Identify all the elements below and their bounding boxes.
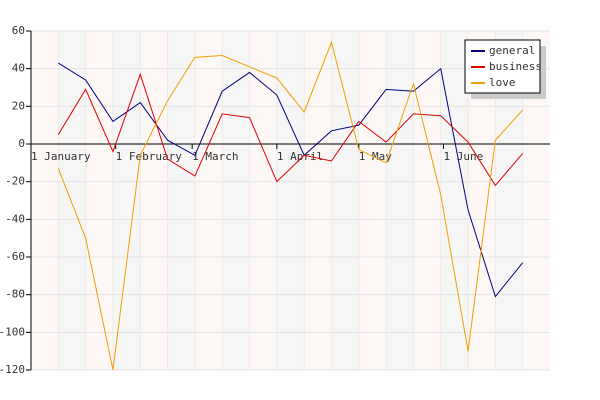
background-stripe	[194, 31, 223, 370]
background-stripe	[167, 31, 195, 370]
background-stripe	[31, 31, 59, 370]
series-line	[58, 62, 524, 298]
series-line	[57, 40, 524, 371]
background-stripe	[85, 31, 113, 370]
background-stripe	[112, 31, 141, 370]
background-stripe	[331, 31, 359, 370]
y-tick-label: -60	[5, 250, 25, 263]
background-stripe	[413, 31, 441, 370]
background-stripe	[440, 31, 469, 370]
x-tick-label: 1 March	[192, 150, 238, 163]
y-tick-label: -80	[5, 288, 25, 301]
background-stripe	[58, 31, 86, 370]
y-tick-label: -40	[5, 212, 25, 225]
y-tick-label: 40	[12, 62, 25, 75]
background-stripe	[222, 31, 250, 370]
x-tick-label: 1 June	[443, 150, 483, 163]
background-stripe	[304, 31, 332, 370]
y-tick-label: -20	[5, 175, 25, 188]
legend-label: love	[489, 76, 516, 89]
background-stripe	[358, 31, 387, 370]
x-tick-label: 1 January	[31, 150, 91, 163]
legend: general business love	[464, 39, 546, 99]
background-stripe	[249, 31, 277, 370]
y-tick-label: -120	[0, 363, 25, 376]
background-stripe	[276, 31, 305, 370]
legend-label: general	[489, 44, 535, 57]
y-tick-label: 0	[18, 137, 25, 150]
background-stripe	[386, 31, 414, 370]
legend-label: business	[489, 60, 542, 73]
y-tick-label: -100	[0, 325, 25, 338]
series-line	[57, 72, 524, 187]
y-tick-label: 60	[12, 24, 25, 37]
x-tick-label: 1 February	[116, 150, 183, 163]
y-tick-label: 20	[12, 99, 25, 112]
x-tick-label: 1 April	[277, 150, 323, 163]
background-stripe	[140, 31, 168, 370]
